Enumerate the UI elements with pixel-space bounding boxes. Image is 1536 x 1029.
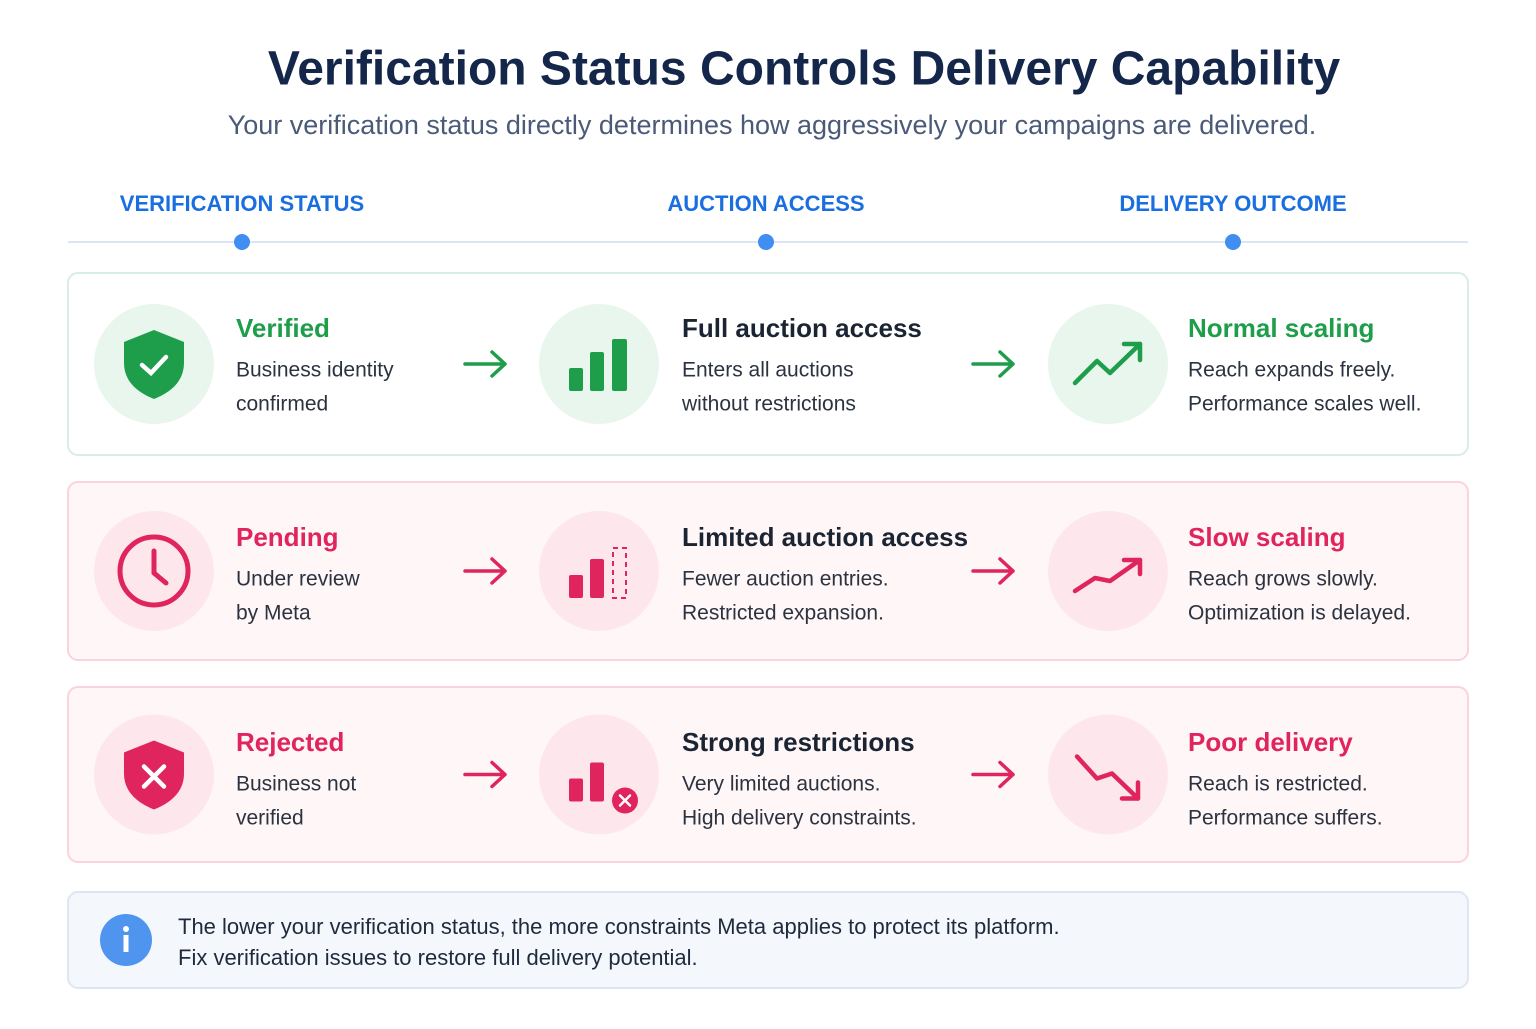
cell-line: Optimization is delayed. (1188, 602, 1411, 625)
cell-title: Poor delivery (1188, 727, 1353, 757)
shield-icon (124, 330, 184, 399)
flow-arrow (463, 557, 507, 585)
note-line: The lower your verification status, the … (178, 914, 1060, 939)
flow-arrow (971, 557, 1015, 585)
icon-circle (1048, 511, 1168, 631)
flow-arrow (463, 760, 507, 789)
cell-line: Performance scales well. (1188, 393, 1421, 416)
check-mark (139, 354, 169, 377)
bar-icon (590, 762, 604, 802)
title: Verification Status Controls Delivery Ca… (268, 43, 1341, 96)
cell-title: Pending (236, 522, 339, 552)
trend-icon (1121, 341, 1143, 363)
cell-line: Fewer auction entries. (682, 568, 889, 591)
cell-line: Performance suffers. (1188, 807, 1383, 830)
flow-arrow (463, 350, 507, 378)
status-row: Pending Under review by Meta Limited auctio… (67, 481, 1469, 661)
cell-title: Full auction access (682, 313, 922, 343)
timeline-dot (758, 234, 774, 250)
trend-icon (1119, 780, 1141, 801)
icon-circle (1048, 304, 1168, 424)
bar-icon (612, 339, 627, 391)
info-bar (123, 935, 129, 952)
status-row: Verified Business identity confirmed Full a… (67, 272, 1469, 456)
flow-arrow (971, 760, 1015, 789)
clock-hands (151, 548, 169, 586)
bar-icon (569, 575, 583, 598)
flow-arrow (971, 350, 1015, 378)
info-dot (123, 926, 129, 932)
cell-line: Restricted expansion. (682, 602, 884, 625)
bar-icon (590, 352, 604, 391)
icons (124, 330, 1143, 399)
note-box (67, 891, 1469, 989)
bar-icon (569, 368, 583, 391)
cell-line: without restrictions (681, 393, 856, 416)
bar-icon (590, 559, 604, 598)
column-header: VERIFICATION STATUS (120, 191, 364, 216)
column-header: DELIVERY OUTCOME (1119, 191, 1346, 216)
column-header: AUCTION ACCESS (667, 191, 864, 216)
trend-icon (1072, 557, 1143, 594)
timeline-dot (234, 234, 250, 250)
rows: Verified Business identity confirmed Full a… (67, 272, 1469, 863)
cell-title: Normal scaling (1188, 313, 1374, 343)
timeline-dot (1225, 234, 1241, 250)
clock-icon (117, 534, 191, 608)
cell-title: Slow scaling (1188, 522, 1346, 552)
cell-title: Verified (236, 313, 330, 343)
cell-line: verified (236, 807, 304, 830)
cell-title: Rejected (236, 727, 344, 757)
icons (124, 740, 1141, 814)
cell-line: Reach grows slowly. (1188, 568, 1378, 591)
cell-line: Reach is restricted. (1188, 773, 1368, 796)
cell-line: confirmed (236, 393, 328, 416)
cell-line: by Meta (236, 602, 311, 625)
cell-line: Enters all auctions (682, 359, 854, 382)
trend-icon (1074, 754, 1141, 801)
subtitle: Your verification status directly determ… (228, 110, 1317, 140)
cell-line: Reach expands freely. (1188, 359, 1395, 382)
note-line: Fix verification issues to restore full … (178, 945, 698, 970)
cell-title: Limited auction access (682, 522, 968, 552)
bar-icon (569, 778, 583, 802)
cell-line: Business not (236, 773, 356, 796)
icons (117, 534, 1143, 608)
x-mark (618, 794, 632, 807)
cell-line: Very limited auctions. (682, 773, 880, 796)
cell-line: Business identity (236, 359, 394, 382)
status-row: Rejected Business not verified Strong restr… (67, 686, 1469, 863)
trend-icon (1121, 557, 1143, 577)
trend-icon (1072, 341, 1143, 386)
x-mark (141, 764, 167, 789)
bar-icon (612, 547, 627, 599)
cell-line: Under review (236, 568, 361, 591)
cell-title: Strong restrictions (682, 727, 915, 757)
cell-line: High delivery constraints. (682, 807, 917, 830)
